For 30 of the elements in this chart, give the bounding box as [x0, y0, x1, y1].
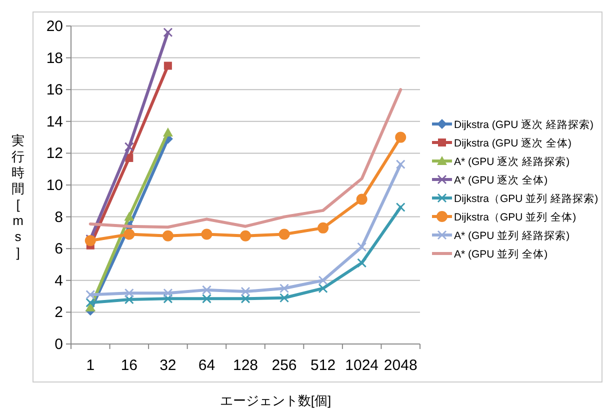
legend-label: Dijkstra（GPU 並列 全体) [454, 212, 576, 224]
x-tick-label: 32 [160, 357, 176, 374]
x-tick-label: 512 [310, 357, 336, 374]
x-tick-label: 1 [86, 357, 95, 374]
legend-label: A* (GPU 逐次 全体) [454, 174, 548, 186]
x-tick-label: 1024 [345, 357, 379, 374]
x-tick-label: 128 [232, 357, 258, 374]
x-tick-label: 64 [198, 357, 216, 374]
legend-label: A* (GPU 並列 経路探索) [454, 229, 570, 242]
y-tick-label: 10 [46, 177, 63, 194]
legend-label: A* (GPU 並列 全体) [454, 248, 548, 260]
y-tick-label: 8 [54, 208, 63, 226]
x-tick-label: 16 [120, 357, 138, 374]
y-tick-label: 4 [54, 272, 63, 290]
y-tick-label: 2 [54, 304, 63, 322]
y-tick-label: 12 [46, 145, 63, 162]
legend-label: Dijkstra (GPU 逐次 全体) [454, 136, 572, 150]
y-tick-label: 14 [46, 113, 63, 130]
y-tick-label: 20 [46, 18, 63, 35]
x-tick-label: 256 [272, 357, 297, 374]
x-axis-title: エージェント数[個] [220, 393, 332, 408]
y-tick-label: 0 [54, 336, 63, 353]
y-tick-label: 6 [54, 240, 63, 258]
y-tick-label: 16 [46, 82, 63, 99]
y-axis-title: 実行時間[ms] [12, 133, 24, 260]
y-tick-label: 18 [46, 50, 63, 67]
legend-label: A* (GPU 逐次 経路探索) [454, 155, 570, 168]
legend-label: Dijkstra（GPU 並列 経路探索) [454, 192, 598, 205]
x-tick-label: 2048 [384, 357, 418, 374]
legend-label: Dijkstra (GPU 逐次 経路探索) [454, 118, 594, 131]
